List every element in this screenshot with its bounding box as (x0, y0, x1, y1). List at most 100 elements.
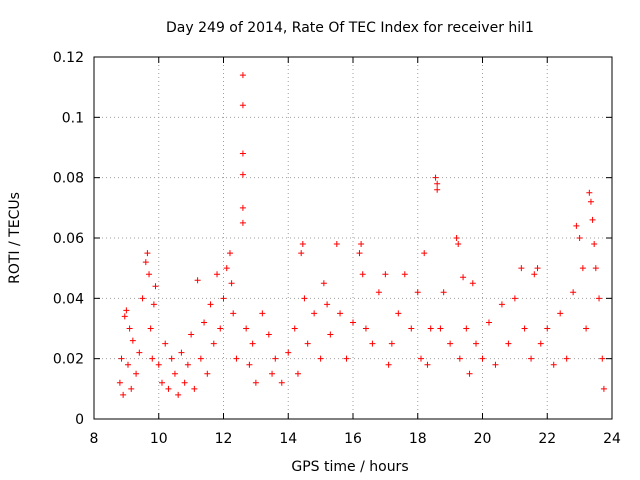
data-point (155, 361, 162, 368)
data-point (356, 250, 363, 257)
data-point (362, 325, 369, 332)
data-point (385, 361, 392, 368)
data-point (146, 271, 153, 278)
data-point (573, 222, 580, 229)
data-point (249, 340, 256, 347)
x-tick-label: 18 (409, 431, 427, 447)
data-point (369, 340, 376, 347)
grid-lines (94, 57, 612, 419)
data-point (586, 189, 593, 196)
data-point (272, 355, 279, 362)
data-point (214, 271, 221, 278)
data-point (427, 325, 434, 332)
data-point (299, 241, 306, 248)
data-point (434, 180, 441, 187)
data-point (239, 72, 246, 79)
data-point (243, 325, 250, 332)
y-tick-label: 0 (75, 412, 84, 428)
data-point (116, 379, 123, 386)
y-axis-ticks: 0 0.02 0.04 0.06 0.08 0.1 0.12 (53, 50, 612, 428)
x-axis-label: GPS time / hours (291, 459, 408, 475)
chart-title: Day 249 of 2014, Rate Of TEC Index for r… (166, 20, 534, 36)
x-tick-label: 10 (150, 431, 168, 447)
data-point (150, 301, 157, 308)
data-point (534, 265, 541, 272)
data-point (201, 319, 208, 326)
data-point (175, 391, 182, 398)
data-point (485, 319, 492, 326)
data-point (239, 150, 246, 157)
data-point (217, 325, 224, 332)
y-tick-label: 0.1 (62, 110, 84, 126)
data-point (320, 280, 327, 287)
data-point (230, 310, 237, 317)
data-point (204, 370, 211, 377)
x-axis-ticks: 8 10 12 14 16 18 20 22 24 (90, 57, 621, 447)
data-point (142, 259, 149, 266)
y-tick-label: 0.06 (53, 231, 84, 247)
data-point (188, 331, 195, 338)
data-point (453, 235, 460, 241)
data-point (511, 295, 518, 302)
data-point (599, 355, 606, 362)
data-point (184, 361, 191, 368)
data-point (408, 325, 415, 332)
data-point (121, 313, 128, 320)
data-point (550, 361, 557, 368)
data-point (194, 277, 201, 284)
data-point (147, 325, 154, 332)
data-point (311, 310, 318, 317)
data-point (165, 385, 172, 392)
data-point (375, 289, 382, 296)
data-point (327, 331, 334, 338)
data-point (557, 310, 564, 317)
data-point (424, 361, 431, 368)
data-point (239, 102, 246, 109)
y-tick-label: 0.08 (53, 171, 84, 187)
data-point (294, 370, 301, 377)
data-point (473, 340, 480, 347)
data-point (126, 325, 133, 332)
data-point (579, 265, 586, 272)
data-point (228, 280, 235, 287)
data-point (269, 370, 276, 377)
data-point (463, 325, 470, 332)
data-point (455, 241, 462, 248)
data-point (469, 280, 476, 287)
data-point (285, 349, 292, 356)
data-point (592, 265, 599, 272)
data-point (239, 171, 246, 178)
data-point (432, 174, 439, 181)
data-point (505, 340, 512, 347)
data-point (576, 235, 583, 241)
data-point (139, 295, 146, 302)
x-tick-label: 12 (215, 431, 233, 447)
x-tick-label: 24 (603, 431, 621, 447)
data-point (239, 219, 246, 226)
data-point (382, 271, 389, 278)
data-point (440, 289, 447, 296)
x-tick-label: 8 (90, 431, 99, 447)
data-point (233, 355, 240, 362)
data-point (563, 355, 570, 362)
data-point (417, 355, 424, 362)
x-tick-label: 20 (474, 431, 492, 447)
data-point (162, 340, 169, 347)
data-point (239, 204, 246, 211)
data-point (226, 250, 233, 257)
data-point (466, 370, 473, 377)
data-point (521, 325, 528, 332)
data-point (537, 340, 544, 347)
data-point (447, 340, 454, 347)
data-point (570, 289, 577, 296)
data-point (210, 340, 217, 347)
data-point (434, 186, 441, 193)
data-point (358, 241, 365, 248)
data-point (291, 325, 298, 332)
data-point (220, 295, 227, 302)
data-point (337, 310, 344, 317)
data-point (600, 385, 607, 392)
data-point (359, 271, 366, 278)
data-point (129, 337, 136, 344)
